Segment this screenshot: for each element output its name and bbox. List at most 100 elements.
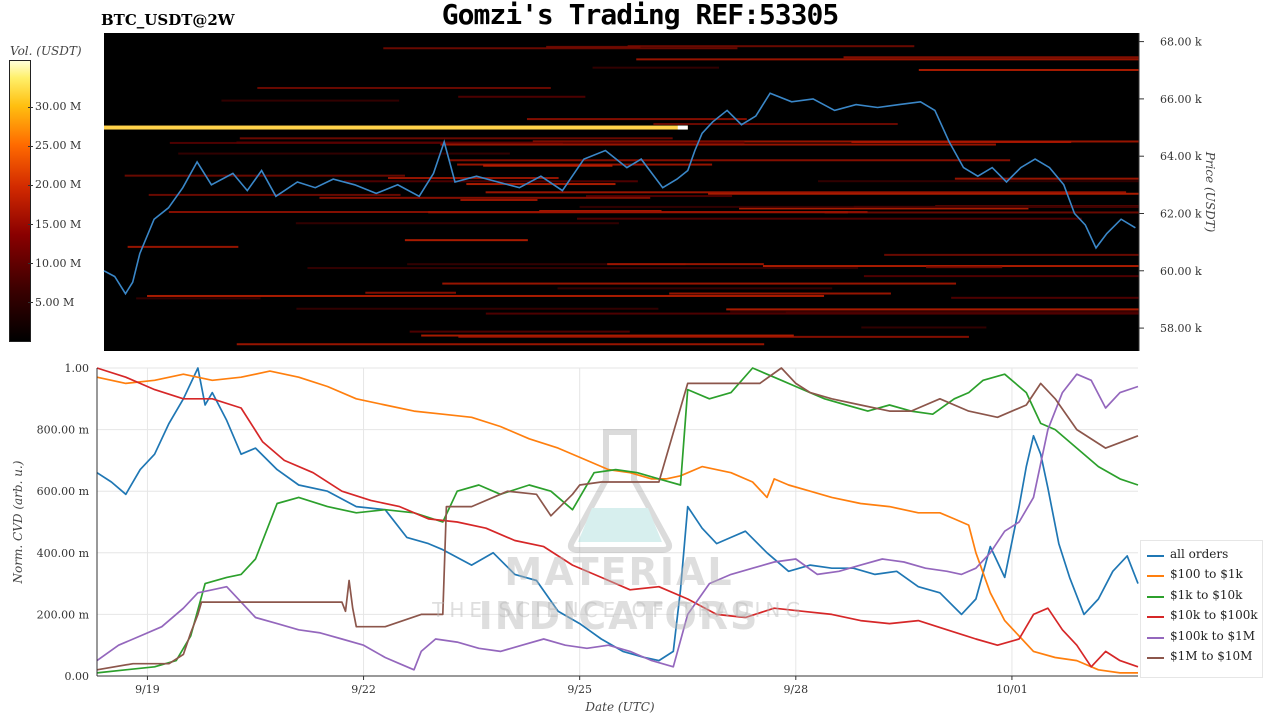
legend-item: all orders — [1147, 547, 1265, 565]
colorbar-label: Vol. (USDT) — [10, 44, 82, 58]
liquidity-band — [457, 163, 713, 166]
colorbar-tick-label: 20.00 M — [35, 178, 82, 192]
legend-item: $100k to $1M — [1147, 629, 1265, 647]
liquidity-band — [557, 287, 833, 290]
cvd-panel: 0.00 200.00 m 400.00 m 600.00 m 800.00 m 1.00… — [37, 362, 1139, 696]
liquidity-band — [884, 253, 1139, 256]
pair-label: BTC_USDT@2W — [101, 11, 235, 29]
heatmap-panel: 58.00 k 60.00 k 62.00 k 64.00 k 66.00 k 68.00… — [103, 33, 1202, 351]
colorbar — [9, 60, 31, 342]
colorbar-tick — [28, 145, 33, 147]
liquidity-band — [739, 207, 1029, 210]
liquidity-bands — [124, 45, 1140, 346]
liquidity-band — [365, 291, 456, 294]
liquidity-band — [407, 263, 686, 266]
y-tick-label: 200.00 m — [37, 608, 90, 621]
x-tick-label: 10/01 — [996, 683, 1028, 696]
price-tick-label: 58.00 k — [1160, 322, 1202, 335]
legend-swatch — [1147, 555, 1164, 557]
liquidity-band — [236, 141, 745, 144]
legend-swatch — [1147, 657, 1164, 659]
flask-liquid — [578, 508, 662, 542]
y-tick-label: 1.00 — [65, 362, 90, 375]
legend-swatch — [1147, 595, 1164, 598]
liquidity-band — [421, 334, 794, 337]
x-tick-label: 9/22 — [351, 683, 376, 696]
colorbar-tick-label: 15.00 M — [35, 217, 82, 231]
liquidity-band — [257, 86, 551, 89]
x-tick-label: 9/28 — [783, 683, 808, 696]
liquidity-band — [440, 143, 996, 146]
liquidity-band — [824, 211, 1139, 214]
watermark-title: MATERIAL INDICATORS — [478, 550, 760, 638]
liquidity-band — [136, 297, 261, 300]
liquidity-band — [147, 294, 825, 297]
flask-outline — [567, 429, 673, 553]
colorbar-tick-label: 25.00 M — [35, 139, 82, 153]
legend-swatch — [1147, 575, 1164, 578]
series-line — [96, 367, 1139, 662]
legend-label: $1M to $10M — [1170, 649, 1253, 663]
liquidity-band — [532, 140, 1139, 143]
liquidity-band — [653, 123, 898, 126]
legend-label: $100k to $1M — [1170, 628, 1256, 643]
cvd-axis-label: Norm. CVD (arb. u.) — [11, 460, 25, 584]
legend-item: $10k to $100k — [1147, 608, 1265, 626]
price-tick-label: 60.00 k — [1160, 265, 1202, 278]
liquidity-band — [485, 312, 1140, 315]
liquidity-band — [460, 198, 538, 201]
price-tick-label: 68.00 k — [1160, 36, 1202, 49]
liquidity-band — [843, 56, 1139, 59]
liquidity-band — [483, 164, 613, 167]
legend-label: all orders — [1170, 547, 1229, 561]
legend-label: $1k to $10k — [1170, 587, 1243, 602]
date-axis-label: Date (UTC) — [585, 700, 655, 714]
colorbar-tick — [28, 302, 33, 304]
liquidity-band — [295, 222, 619, 225]
liquidity-band — [607, 263, 764, 266]
legend-swatch — [1147, 616, 1164, 619]
liquidity-band — [319, 196, 651, 199]
y-tick-label: 400.00 m — [37, 547, 90, 560]
liquidity-band — [239, 137, 673, 140]
series-line — [96, 367, 1139, 668]
legend-item: $1M to $10M — [1147, 649, 1265, 667]
liquidity-band — [592, 66, 720, 69]
legend-label: $10k to $100k — [1170, 608, 1258, 623]
price-tick-label: 64.00 k — [1160, 150, 1202, 163]
liquidity-band — [449, 159, 1011, 162]
chart-title: Gomzi's Trading REF:53305 — [441, 0, 839, 31]
liquidity-band — [442, 282, 957, 285]
liquidity-band — [579, 205, 1139, 208]
liquidity-band — [726, 308, 1139, 311]
liquidity-band — [409, 330, 630, 333]
legend-item: $1k to $10k — [1147, 588, 1265, 606]
series-line — [96, 370, 1138, 674]
liquidity-band — [307, 267, 859, 270]
price-tick-label: 62.00 k — [1160, 207, 1202, 220]
liquidity-band — [636, 58, 1139, 61]
liquidity-band — [951, 296, 1139, 299]
liquidity-band — [387, 177, 559, 180]
liquidity-band — [730, 310, 1139, 313]
price-axis-label: Price (USDT) — [1203, 151, 1217, 233]
colorbar-tick — [28, 224, 33, 225]
liquidity-band — [343, 180, 638, 183]
colorbar-tick — [28, 106, 33, 108]
flask-icon — [567, 429, 673, 553]
y-tick-label: 0.00 — [65, 670, 90, 683]
liquidity-band — [861, 326, 987, 329]
legend: all orders $100 to $1k $1k to $10k $10k to … — [1140, 540, 1263, 678]
liquidity-band — [466, 183, 616, 186]
bright-liquidity-wall — [104, 125, 688, 130]
liquidity-band — [296, 307, 659, 310]
liquidity-band — [458, 335, 969, 338]
legend-swatch — [1147, 636, 1164, 639]
liquidity-band — [586, 195, 733, 198]
liquidity-band — [458, 95, 586, 98]
y-tick-label: 600.00 m — [37, 485, 90, 498]
liquidity-band — [546, 45, 641, 48]
liquidity-band — [178, 152, 510, 155]
liquidity-band — [918, 68, 1139, 71]
liquidity-band — [627, 45, 915, 48]
